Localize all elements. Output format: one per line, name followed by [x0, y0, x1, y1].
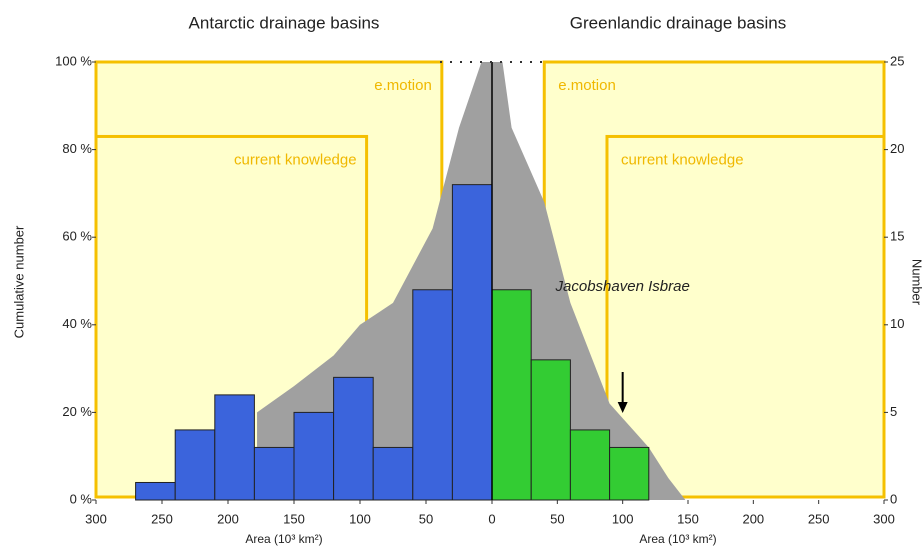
y2-tick-label: 20	[890, 141, 904, 156]
region	[605, 134, 886, 499]
panel-title: Greenlandic drainage basins	[570, 13, 786, 32]
y-tick-label: 100 %	[55, 53, 92, 68]
y-axis-label: Cumulative number	[11, 225, 26, 338]
panel-title: Antarctic drainage basins	[189, 13, 380, 32]
x-tick-label: 200	[217, 511, 239, 526]
x-tick-label: 250	[808, 511, 830, 526]
bar	[451, 184, 493, 501]
y2-tick-label: 0	[890, 491, 897, 506]
region-label: current knowledge	[621, 151, 744, 168]
x-tick-label: 0	[488, 511, 495, 526]
bar	[174, 429, 216, 501]
x-axis-label: Area (10³ km²)	[245, 532, 322, 546]
x-tick-label: 100	[349, 511, 371, 526]
x-tick-label: 50	[419, 511, 433, 526]
annotation-arrowhead	[617, 402, 628, 413]
y2-axis-label: Number	[910, 259, 924, 306]
bar	[333, 376, 374, 501]
x-tick-label: 200	[742, 511, 764, 526]
y-tick-label: 40 %	[62, 316, 92, 331]
bar	[412, 289, 453, 501]
bar	[491, 289, 532, 501]
bar	[372, 446, 414, 501]
bar	[530, 359, 571, 501]
region-label: e.motion	[374, 77, 432, 94]
x-tick-label: 50	[550, 511, 564, 526]
y-tick-label: 0 %	[70, 491, 93, 506]
y-tick-label: 60 %	[62, 229, 92, 244]
bar	[569, 429, 611, 501]
region-label: current knowledge	[234, 151, 357, 168]
x-axis-label: Area (10³ km²)	[639, 532, 716, 546]
x-tick-label: 250	[151, 511, 173, 526]
y-tick-label: 20 %	[62, 404, 92, 419]
bar	[135, 481, 176, 501]
y2-tick-label: 10	[890, 316, 904, 331]
bar	[253, 446, 295, 501]
region-label: e.motion	[558, 77, 616, 94]
y2-tick-label: 25	[890, 53, 904, 68]
x-tick-label: 100	[612, 511, 634, 526]
y-tick-label: 80 %	[62, 141, 92, 156]
x-tick-label: 300	[873, 511, 895, 526]
bar	[609, 446, 650, 501]
bar	[293, 411, 335, 501]
y2-tick-label: 5	[890, 404, 897, 419]
y2-tick-label: 15	[890, 229, 904, 244]
x-tick-label: 300	[85, 511, 107, 526]
x-tick-label: 150	[677, 511, 699, 526]
bar	[214, 394, 255, 501]
annotation: Jacobshaven Isbrae	[555, 278, 690, 295]
x-tick-label: 150	[283, 511, 305, 526]
